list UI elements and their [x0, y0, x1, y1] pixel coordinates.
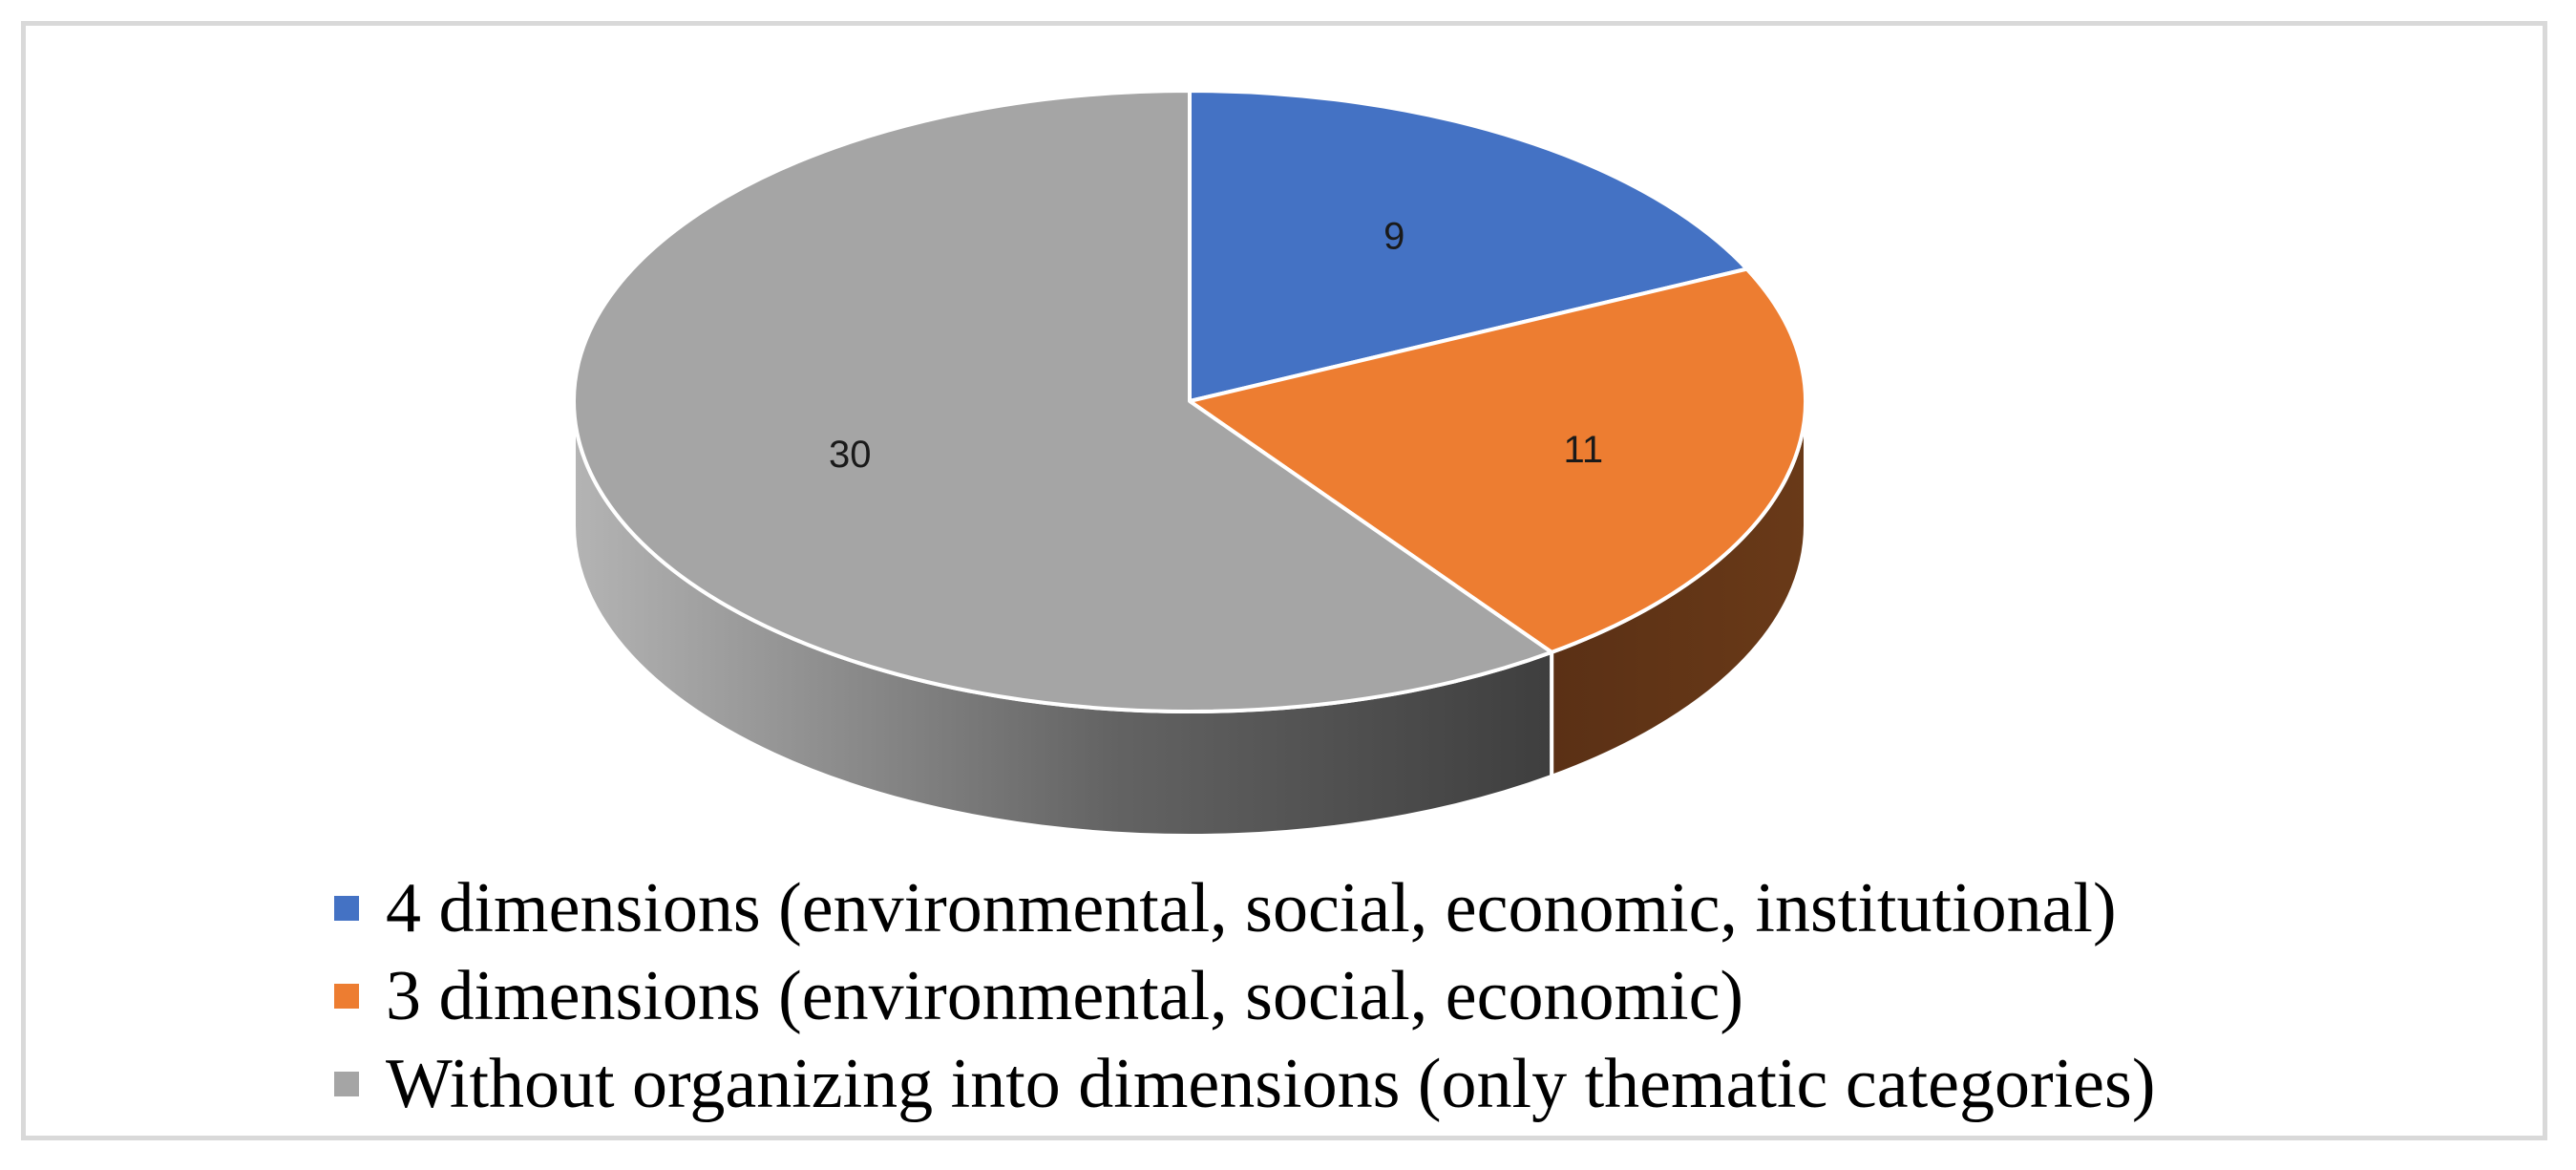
legend-swatch-4-dimensions [334, 896, 359, 921]
pie-slice-3-dimensions [1188, 266, 1807, 654]
data-label-without-dimensions: 30 [829, 434, 872, 476]
legend-label-4-dimensions: 4 dimensions (environmental, social, eco… [386, 868, 2117, 947]
legend-item-3-dimensions: 3 dimensions (environmental, social, eco… [334, 952, 2155, 1040]
data-label-4-dimensions: 9 [1383, 215, 1404, 257]
data-label-3-dimensions: 11 [1564, 429, 1604, 471]
legend-item-without-dimensions: Without organizing into dimensions (only… [334, 1040, 2155, 1128]
legend-item-4-dimensions: 4 dimensions (environmental, social, eco… [334, 864, 2155, 952]
pie-slice-without-dimensions [572, 89, 1554, 713]
legend-swatch-without-dimensions [334, 1072, 359, 1096]
chart-legend: 4 dimensions (environmental, social, eco… [334, 864, 2155, 1128]
legend-label-without-dimensions: Without organizing into dimensions (only… [386, 1044, 2156, 1123]
legend-swatch-3-dimensions [334, 984, 359, 1009]
legend-label-3-dimensions: 3 dimensions (environmental, social, eco… [386, 956, 1744, 1035]
pie-slice-4-dimensions [1188, 89, 1749, 403]
